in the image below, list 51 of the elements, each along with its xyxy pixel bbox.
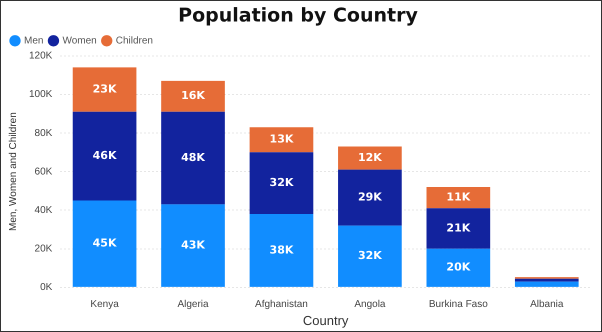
x-axis-title: Country	[302, 312, 349, 328]
bar	[338, 146, 402, 170]
bar	[426, 208, 490, 249]
bar	[426, 187, 490, 208]
y-tick-label: 120K	[28, 50, 53, 62]
data-label: 43K	[181, 238, 206, 252]
x-tick-label: Angola	[354, 299, 386, 310]
data-label: 23K	[92, 82, 117, 96]
x-tick-label: Burkina Faso	[428, 299, 488, 310]
bar	[250, 152, 314, 214]
y-tick-label: 60K	[34, 166, 53, 178]
x-tick-label: Afghanistan	[255, 299, 308, 310]
x-tick-label: Kenya	[90, 299, 120, 310]
y-tick-label: 0K	[40, 282, 53, 294]
y-tick-label: 20K	[34, 244, 53, 255]
data-label: 11K	[446, 190, 471, 204]
data-label: 21K	[446, 221, 471, 234]
bar	[250, 214, 314, 287]
x-tick-label: Algeria	[177, 299, 210, 310]
bar	[72, 67, 136, 112]
data-label: 38K	[270, 243, 294, 256]
bar	[161, 80, 225, 112]
y-axis-title: Men, Women and Children	[8, 112, 19, 231]
y-tick-label: 80K	[34, 128, 53, 139]
bar	[338, 226, 402, 287]
bar	[514, 282, 579, 287]
chart-title: Population by Country	[178, 4, 418, 26]
data-label: 48K	[181, 150, 206, 164]
data-label: 20K	[446, 260, 471, 274]
legend-label: Children	[116, 36, 153, 47]
data-label: 46K	[92, 149, 117, 162]
data-label: 32K	[358, 249, 382, 262]
legend-label: Women	[62, 36, 97, 47]
bar	[72, 200, 136, 287]
data-label: 12K	[358, 150, 382, 164]
legend-label: Men	[24, 36, 44, 47]
bar	[426, 248, 490, 287]
data-label: 32K	[270, 176, 294, 190]
bar	[161, 112, 225, 204]
x-tick-label: Albania	[530, 299, 564, 310]
bar	[514, 278, 579, 282]
data-label: 45K	[92, 236, 117, 250]
data-label: 29K	[358, 190, 382, 204]
bar	[250, 127, 314, 152]
y-tick-label: 100K	[28, 89, 53, 100]
data-label: 16K	[181, 89, 206, 102]
y-tick-label: 40K	[34, 204, 53, 216]
bar	[72, 112, 136, 201]
bar	[161, 204, 225, 287]
data-label: 13K	[270, 132, 294, 146]
bar	[338, 170, 402, 226]
